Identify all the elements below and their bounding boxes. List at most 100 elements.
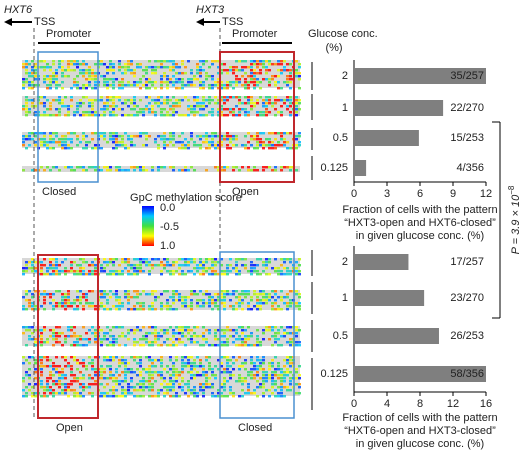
heatmap-cell [160, 63, 163, 66]
heatmap-cell [232, 72, 235, 75]
heatmap-cell [133, 296, 136, 299]
heatmap-cell [274, 63, 277, 66]
heatmap-cell [118, 395, 121, 398]
heatmap-cell [208, 293, 211, 296]
heatmap-cell [160, 371, 163, 374]
heatmap-cell [34, 78, 37, 81]
heatmap-cell [190, 392, 193, 395]
heatmap-cell [85, 84, 88, 87]
heatmap-cell [187, 147, 190, 150]
heatmap-cell [163, 380, 166, 383]
heatmap-cell [43, 392, 46, 395]
heatmap-cell [103, 75, 106, 78]
heatmap-cell [247, 141, 250, 144]
heatmap-cell [289, 356, 292, 359]
heatmap-cell [73, 132, 76, 135]
heatmap-cell [238, 270, 241, 273]
heatmap-cell [217, 299, 220, 302]
heatmap-cell [244, 96, 247, 99]
heatmap-cell [49, 365, 52, 368]
heatmap-cell [205, 371, 208, 374]
heatmap-cell [208, 305, 211, 308]
heatmap-cell [166, 144, 169, 147]
heatmap-cell [181, 341, 184, 344]
heatmap-cell [283, 258, 286, 261]
heatmap-cell [55, 356, 58, 359]
heatmap-cell [265, 96, 268, 99]
heatmap-cell [175, 270, 178, 273]
heatmap-cell [220, 290, 223, 293]
heatmap-cell [199, 102, 202, 105]
heatmap-cell [238, 69, 241, 72]
heatmap-cell [190, 290, 193, 293]
heatmap-cell [139, 395, 142, 398]
heatmap-cell [244, 392, 247, 395]
heatmap-cell [103, 338, 106, 341]
heatmap-cell [103, 84, 106, 87]
bar [354, 68, 486, 84]
heatmap-cell [61, 261, 64, 264]
x-axis-label: in given glucose conc. (%) [356, 230, 484, 242]
heatmap-cell [283, 296, 286, 299]
heatmap-cell [178, 341, 181, 344]
heatmap-cell [58, 60, 61, 63]
heatmap-cell [61, 305, 64, 308]
heatmap-cell [43, 141, 46, 144]
heatmap-cell [262, 270, 265, 273]
heatmap-cell [112, 386, 115, 389]
heatmap-cell [271, 329, 274, 332]
heatmap-cell [259, 258, 262, 261]
heatmap-cell [217, 66, 220, 69]
heatmap-cell [34, 329, 37, 332]
heatmap-cell [31, 69, 34, 72]
heatmap-cell [118, 380, 121, 383]
heatmap-cell [82, 69, 85, 72]
heatmap-cell [40, 305, 43, 308]
heatmap-cell [181, 377, 184, 380]
heatmap-cell [43, 105, 46, 108]
heatmap-cell [166, 392, 169, 395]
heatmap-cell [220, 114, 223, 117]
heatmap-cell [133, 84, 136, 87]
heatmap-cell [202, 332, 205, 335]
heatmap-cell [205, 132, 208, 135]
heatmap-cell [154, 371, 157, 374]
heatmap-cell [133, 308, 136, 311]
heatmap-cell [67, 105, 70, 108]
heatmap-cell [94, 371, 97, 374]
heatmap-cell [289, 261, 292, 264]
heatmap-cell [211, 273, 214, 276]
heatmap-cell [172, 389, 175, 392]
open-box [37, 254, 99, 419]
heatmap-cell [286, 273, 289, 276]
heatmap-cell [25, 308, 28, 311]
heatmap-cell [115, 147, 118, 150]
heatmap-cell [121, 114, 124, 117]
heatmap-cell [193, 141, 196, 144]
heatmap-cell [67, 144, 70, 147]
heatmap-cell [241, 60, 244, 63]
heatmap-cell [277, 305, 280, 308]
heatmap-cell [88, 356, 91, 359]
heatmap-cell [190, 338, 193, 341]
heatmap-cell [175, 380, 178, 383]
heatmap-cell [133, 108, 136, 111]
heatmap-cell [85, 332, 88, 335]
heatmap-cell [133, 273, 136, 276]
heatmap-cell [40, 338, 43, 341]
heatmap-cell [112, 78, 115, 81]
heatmap-cell [43, 299, 46, 302]
heatmap-cell [82, 84, 85, 87]
heatmap-cell [229, 389, 232, 392]
heatmap-cell [289, 305, 292, 308]
heatmap-cell [25, 114, 28, 117]
heatmap-cell [184, 362, 187, 365]
heatmap-cell [169, 270, 172, 273]
heatmap-cell [229, 84, 232, 87]
heatmap-cell [133, 371, 136, 374]
heatmap-cell [274, 380, 277, 383]
heatmap-cell [112, 326, 115, 329]
heatmap-cell [280, 335, 283, 338]
heatmap-cell [139, 66, 142, 69]
heatmap-cell [115, 166, 118, 169]
